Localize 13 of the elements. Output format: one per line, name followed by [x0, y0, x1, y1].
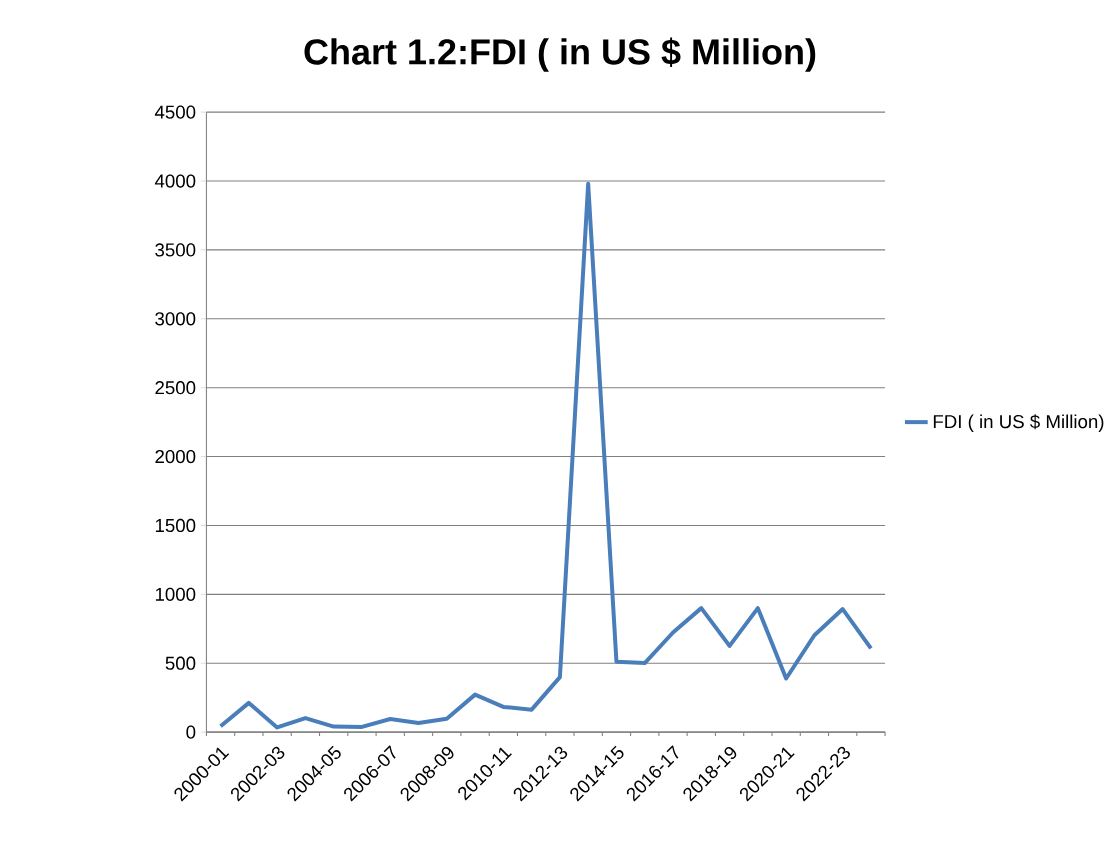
y-tick-label: 0: [186, 725, 196, 739]
y-tick-label: 500: [165, 656, 196, 670]
y-tick-label: 3500: [155, 243, 196, 257]
y-tick-label: 2000: [155, 449, 196, 464]
y-tick-label: 3000: [155, 312, 196, 326]
chart-title: Chart 1.2:FDI ( in US $ Million): [304, 37, 816, 72]
y-tick-label: 1000: [155, 587, 196, 601]
legend-label: FDI ( in US $ Million): [933, 414, 1104, 432]
y-tick-label: 2500: [155, 381, 196, 395]
line-series: [218, 181, 873, 730]
y-tick-label: 4500: [154, 105, 196, 119]
y-tick-label: 4000: [154, 174, 196, 188]
y-tick-label: 1500: [155, 518, 196, 533]
